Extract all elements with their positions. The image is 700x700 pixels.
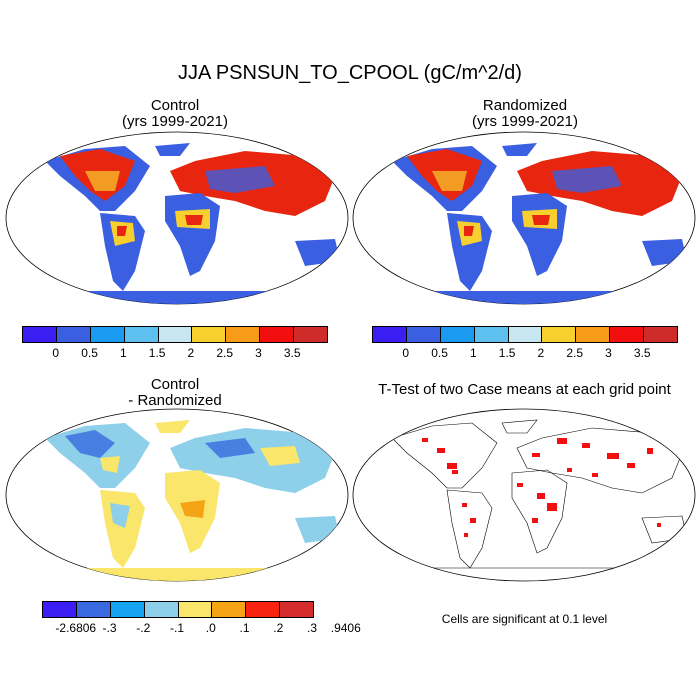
colorbar-tick-label: -2.6806	[55, 621, 97, 635]
colorbar-tick-label: 2.5	[566, 346, 583, 360]
randomized-swatch	[474, 327, 509, 342]
colorbar-tick-label: .0	[205, 621, 216, 635]
colorbar-tick-label: 1.5	[148, 346, 166, 360]
control-swatch	[294, 327, 328, 342]
colorbar-tick-label: 3.5	[633, 346, 651, 360]
control-title-line2: (yrs 1999-2021)	[122, 113, 228, 130]
colorbar-tick-label: 3.5	[283, 346, 301, 360]
control-panel-title: Control (yrs 1999-2021)	[25, 98, 325, 130]
colorbar-tick-label: 0.5	[431, 346, 448, 360]
difference-swatch	[43, 602, 77, 617]
ttest-panel-title: T-Test of two Case means at each grid po…	[378, 381, 671, 398]
randomized-swatch	[644, 327, 678, 342]
difference-swatch	[110, 602, 145, 617]
colorbar-tick-label: 0	[402, 346, 410, 360]
randomized-swatch	[610, 327, 645, 342]
colorbar-tick-label: 0.5	[81, 346, 98, 360]
control-swatch	[56, 327, 91, 342]
significance-note: Cells are significant at 0.1 level	[441, 612, 608, 626]
difference-panel-title: Control - Randomized	[25, 377, 325, 409]
colorbar-tick-label: 2	[537, 346, 545, 360]
randomized-map	[352, 131, 696, 305]
randomized-swatch	[508, 327, 543, 342]
ttest-map	[352, 408, 696, 582]
difference-swatch	[178, 602, 213, 617]
control-title-line1: Control	[150, 97, 200, 114]
randomized-swatch	[576, 327, 611, 342]
randomized-panel-title: Randomized (yrs 1999-2021)	[375, 98, 675, 130]
difference-colorbar	[42, 601, 314, 618]
colorbar-tick-label: 2	[187, 346, 195, 360]
randomized-title-line2: (yrs 1999-2021)	[472, 113, 578, 130]
colorbar-tick-label: .3	[306, 621, 318, 635]
difference-swatch	[280, 602, 313, 617]
colorbar-tick-label: .2	[273, 621, 284, 635]
control-colorbar	[22, 326, 328, 343]
control-swatch	[192, 327, 227, 342]
randomized-colorbar	[372, 326, 678, 343]
colorbar-tick-label: 0	[52, 346, 60, 360]
colorbar-tick-label: .9406	[330, 621, 361, 635]
colorbar-tick-label: 1	[469, 346, 477, 360]
colorbar-tick-label: 3	[605, 346, 612, 360]
colorbar-tick-label: 1.5	[498, 346, 516, 360]
difference-swatch	[144, 602, 179, 617]
control-swatch	[23, 327, 57, 342]
difference-swatch	[212, 602, 247, 617]
control-swatch	[90, 327, 125, 342]
control-map	[5, 131, 349, 305]
colorbar-tick-label: 1	[119, 346, 127, 360]
control-swatch	[124, 327, 159, 342]
randomized-title-line1: Randomized	[482, 97, 568, 114]
difference-map	[5, 408, 349, 582]
control-swatch	[158, 327, 193, 342]
difference-title-line1: Control	[150, 376, 200, 393]
colorbar-tick-label: -.3	[102, 621, 117, 635]
colorbar-tick-label: -.2	[136, 621, 151, 635]
randomized-swatch	[373, 327, 407, 342]
difference-swatch	[76, 602, 111, 617]
control-swatch	[260, 327, 295, 342]
randomized-swatch	[406, 327, 441, 342]
colorbar-tick-label: .1	[239, 621, 250, 635]
randomized-swatch	[542, 327, 577, 342]
difference-title-line2: - Randomized	[128, 392, 222, 409]
colorbar-tick-label: -.1	[169, 621, 185, 635]
control-swatch	[226, 327, 261, 342]
figure-title: JJA PSNSUN_TO_CPOOL (gC/m^2/d)	[178, 62, 522, 84]
colorbar-tick-label: 3	[255, 346, 262, 360]
difference-swatch	[246, 602, 281, 617]
randomized-swatch	[440, 327, 475, 342]
colorbar-tick-label: 2.5	[216, 346, 233, 360]
